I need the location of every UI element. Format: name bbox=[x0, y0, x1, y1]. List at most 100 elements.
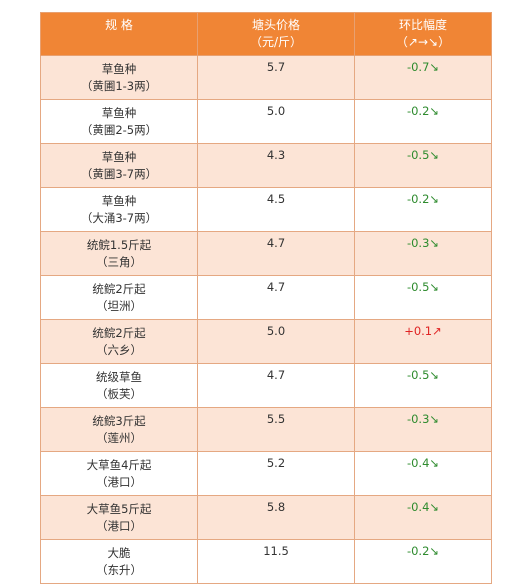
change-value: +0.1 bbox=[404, 324, 433, 338]
table-row: 草鱼种 （黄圃3-7两） 4.3 -0.5↘ bbox=[40, 143, 492, 188]
spec-cell: 统级草鱼 （板芙） bbox=[40, 363, 198, 408]
change-value: -0.4 bbox=[406, 456, 430, 470]
change-value: -0.5 bbox=[406, 280, 430, 294]
arrow-down-icon: ↘ bbox=[429, 192, 440, 206]
arrow-down-icon: ↘ bbox=[429, 456, 440, 470]
table-row: 大脆 （东升） 11.5 -0.2↘ bbox=[40, 539, 492, 584]
table-row: 统鲩1.5斤起 （三角） 4.7 -0.3↘ bbox=[40, 231, 492, 276]
change-cell: -0.3↘ bbox=[354, 231, 492, 276]
spec-origin: （大涌3-7两） bbox=[80, 210, 158, 225]
price-cell: 4.7 bbox=[197, 363, 355, 408]
spec-name: 大草鱼5斤起 bbox=[86, 501, 152, 516]
price-value: 4.3 bbox=[266, 148, 286, 162]
table-row: 统鲩2斤起 （坦洲） 4.7 -0.5↘ bbox=[40, 275, 492, 320]
price-cell: 4.7 bbox=[197, 231, 355, 276]
change-value: -0.3 bbox=[406, 412, 430, 426]
price-value: 4.5 bbox=[266, 192, 286, 206]
header-price: 塘头价格 （元/斤） bbox=[197, 12, 355, 56]
spec-cell: 统鲩1.5斤起 （三角） bbox=[40, 231, 198, 276]
arrow-down-icon: ↘ bbox=[429, 544, 440, 558]
arrow-down-icon: ↘ bbox=[429, 148, 440, 162]
change-cell: -0.4↘ bbox=[354, 451, 492, 496]
spec-cell: 统鲩2斤起 （坦洲） bbox=[40, 275, 198, 320]
price-cell: 11.5 bbox=[197, 539, 355, 584]
change-cell: -0.4↘ bbox=[354, 495, 492, 540]
spec-origin: （黄圃2-5两） bbox=[80, 122, 158, 137]
price-cell: 4.7 bbox=[197, 275, 355, 320]
change-cell: -0.5↘ bbox=[354, 363, 492, 408]
price-value: 5.2 bbox=[266, 456, 286, 470]
header-change-legend: （↗→↘） bbox=[395, 35, 451, 49]
spec-cell: 统鲩3斤起 （莲州） bbox=[40, 407, 198, 452]
spec-origin: （坦洲） bbox=[96, 298, 142, 313]
price-value: 4.7 bbox=[266, 368, 286, 382]
table-row: 统鲩3斤起 （莲州） 5.5 -0.3↘ bbox=[40, 407, 492, 452]
change-value: -0.2 bbox=[406, 104, 430, 118]
spec-origin: （港口） bbox=[96, 474, 142, 489]
header-change-label: 环比幅度 bbox=[398, 18, 447, 32]
header-price-unit: （元/斤） bbox=[249, 35, 303, 49]
arrow-down-icon: ↘ bbox=[429, 368, 440, 382]
spec-cell: 大草鱼5斤起 （港口） bbox=[40, 495, 198, 540]
price-value: 11.5 bbox=[263, 544, 289, 558]
arrow-down-icon: ↘ bbox=[429, 500, 440, 514]
table-row: 草鱼种 （黄圃1-3两） 5.7 -0.7↘ bbox=[40, 55, 492, 100]
arrow-down-icon: ↘ bbox=[429, 104, 440, 118]
change-value: -0.5 bbox=[406, 148, 430, 162]
spec-name: 统级草鱼 bbox=[96, 369, 142, 384]
price-value: 5.0 bbox=[266, 104, 286, 118]
change-cell: -0.2↘ bbox=[354, 99, 492, 144]
price-cell: 4.3 bbox=[197, 143, 355, 188]
spec-origin: （六乡） bbox=[96, 342, 142, 357]
arrow-down-icon: ↘ bbox=[429, 60, 440, 74]
table-row: 大草鱼4斤起 （港口） 5.2 -0.4↘ bbox=[40, 451, 492, 496]
spec-origin: （三角） bbox=[96, 254, 142, 269]
spec-cell: 大草鱼4斤起 （港口） bbox=[40, 451, 198, 496]
change-value: -0.7 bbox=[406, 60, 430, 74]
header-spec-label: 规 格 bbox=[105, 18, 133, 32]
table-row: 统鲩2斤起 （六乡） 5.0 +0.1↗ bbox=[40, 319, 492, 364]
price-table: 规 格 塘头价格 （元/斤） 环比幅度 （↗→↘） 草鱼种 （黄圃1-3两） 5.7 -0… bbox=[40, 12, 492, 584]
change-value: -0.2 bbox=[406, 544, 430, 558]
price-cell: 5.2 bbox=[197, 451, 355, 496]
spec-origin: （港口） bbox=[96, 518, 142, 533]
spec-cell: 草鱼种 （黄圃3-7两） bbox=[40, 143, 198, 188]
spec-name: 统鲩2斤起 bbox=[92, 325, 146, 340]
spec-name: 草鱼种 bbox=[101, 193, 137, 208]
spec-cell: 草鱼种 （大涌3-7两） bbox=[40, 187, 198, 232]
header-price-label: 塘头价格 bbox=[251, 18, 300, 32]
spec-name: 草鱼种 bbox=[101, 61, 137, 76]
change-value: -0.2 bbox=[406, 192, 430, 206]
arrow-up-icon: ↗ bbox=[432, 324, 442, 338]
arrow-down-icon: ↘ bbox=[429, 236, 440, 250]
change-cell: -0.2↘ bbox=[354, 539, 492, 584]
table-header-row: 规 格 塘头价格 （元/斤） 环比幅度 （↗→↘） bbox=[40, 12, 492, 56]
spec-name: 草鱼种 bbox=[101, 105, 137, 120]
change-value: -0.5 bbox=[406, 368, 430, 382]
arrow-down-icon: ↘ bbox=[429, 412, 440, 426]
spec-cell: 草鱼种 （黄圃1-3两） bbox=[40, 55, 198, 100]
spec-name: 草鱼种 bbox=[101, 149, 137, 164]
change-cell: +0.1↗ bbox=[354, 319, 492, 364]
spec-cell: 大脆 （东升） bbox=[40, 539, 198, 584]
table-row: 草鱼种 （大涌3-7两） 4.5 -0.2↘ bbox=[40, 187, 492, 232]
spec-name: 大脆 bbox=[107, 545, 131, 560]
spec-cell: 草鱼种 （黄圃2-5两） bbox=[40, 99, 198, 144]
header-spec: 规 格 bbox=[40, 12, 198, 56]
change-cell: -0.3↘ bbox=[354, 407, 492, 452]
price-value: 4.7 bbox=[266, 280, 286, 294]
change-value: -0.3 bbox=[406, 236, 430, 250]
price-cell: 5.8 bbox=[197, 495, 355, 540]
spec-cell: 统鲩2斤起 （六乡） bbox=[40, 319, 198, 364]
spec-name: 大草鱼4斤起 bbox=[86, 457, 152, 472]
price-cell: 5.5 bbox=[197, 407, 355, 452]
change-value: -0.4 bbox=[406, 500, 430, 514]
spec-name: 统鲩3斤起 bbox=[92, 413, 146, 428]
price-cell: 5.0 bbox=[197, 99, 355, 144]
change-cell: -0.2↘ bbox=[354, 187, 492, 232]
price-cell: 5.0 bbox=[197, 319, 355, 364]
price-value: 5.8 bbox=[266, 500, 286, 514]
price-cell: 4.5 bbox=[197, 187, 355, 232]
table-row: 统级草鱼 （板芙） 4.7 -0.5↘ bbox=[40, 363, 492, 408]
price-value: 5.5 bbox=[266, 412, 286, 426]
